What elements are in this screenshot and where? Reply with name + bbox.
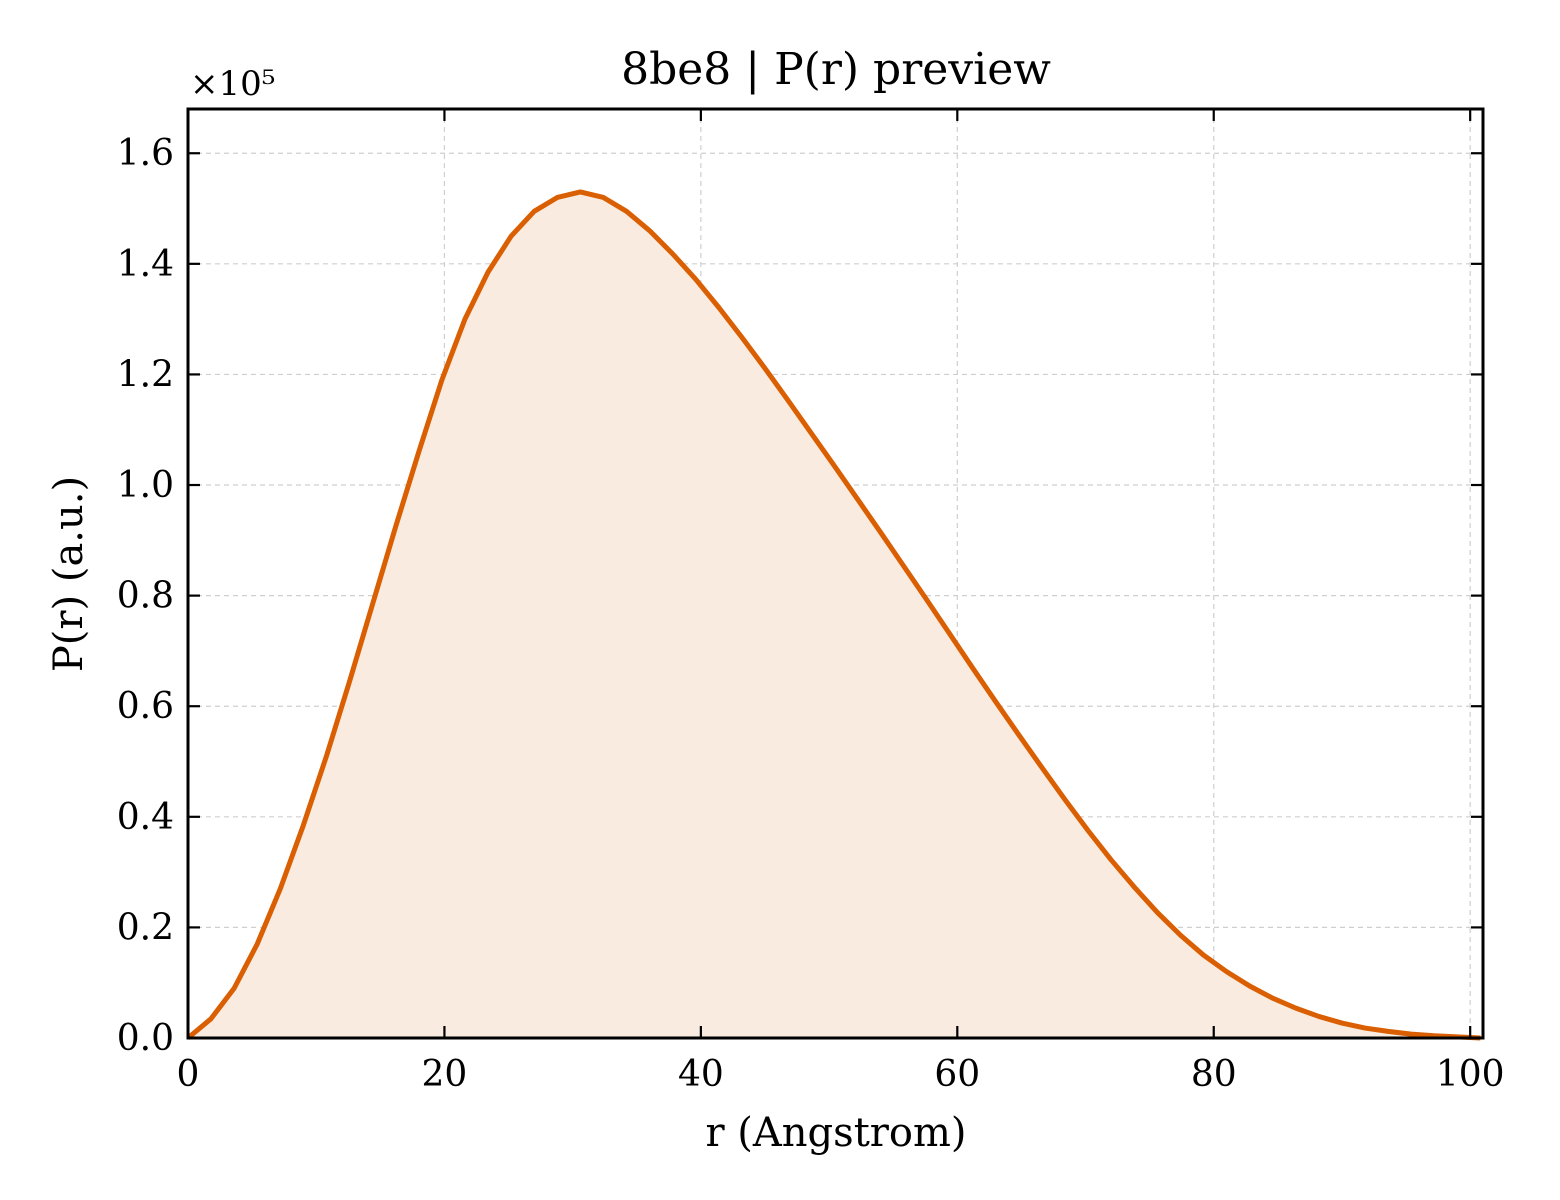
pr-area-fill (188, 191, 1481, 1038)
tick-labels: 0 20 40 60 80 100 0.0 0.2 0.4 0.6 0.8 1.0 1.2 1.4 1.6 (117, 133, 1505, 1095)
y-tick-label: 1.2 (117, 354, 174, 395)
y-tick-label: 1.0 (117, 465, 174, 506)
y-tick-label: 0.0 (117, 1018, 174, 1059)
y-tick-label: 1.4 (117, 244, 174, 285)
x-tick-label: 40 (678, 1054, 724, 1095)
plot-frame (186, 107, 1485, 1040)
y-axis-label: P(r) (a.u.) (46, 476, 92, 672)
y-multiplier-label: ×10⁵ (190, 64, 275, 104)
y-tick-label: 0.4 (117, 797, 174, 838)
x-tick-label: 80 (1191, 1054, 1237, 1095)
pr-series-line (186, 189, 1481, 1041)
x-tick-label: 60 (934, 1054, 980, 1095)
x-axis-label: r (Angstrom) (705, 1110, 966, 1156)
y-tick-label: 1.6 (117, 133, 174, 174)
x-tick-label: 100 (1436, 1054, 1505, 1095)
chart-title: 8be8 | P(r) preview (621, 44, 1051, 95)
y-tick-label: 0.8 (117, 576, 174, 617)
tick-marks (186, 109, 1483, 1040)
y-tick-label: 0.6 (117, 686, 174, 727)
y-tick-label: 0.2 (117, 907, 174, 948)
x-tick-label: 0 (177, 1054, 200, 1095)
x-tick-label: 20 (422, 1054, 468, 1095)
